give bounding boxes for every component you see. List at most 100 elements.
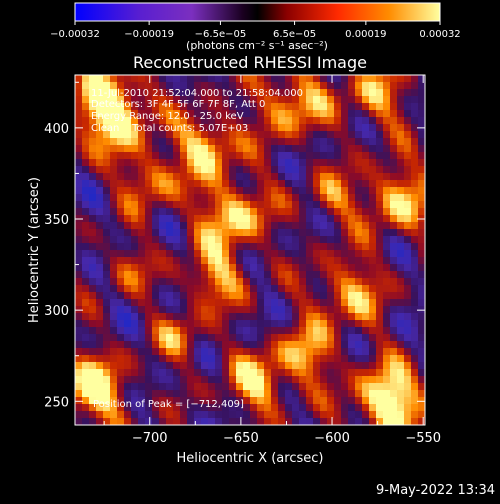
heatmap-cell <box>292 250 300 258</box>
heatmap-cell <box>145 201 153 209</box>
heatmap-cell <box>397 201 405 209</box>
heatmap-cell <box>236 292 244 300</box>
heatmap-cell <box>264 215 272 223</box>
heatmap-cell <box>376 383 384 391</box>
heatmap-cell <box>369 103 377 111</box>
heatmap-cell <box>89 320 97 328</box>
heatmap-cell <box>418 362 425 370</box>
heatmap-cell <box>334 418 342 425</box>
heatmap-cell <box>145 89 153 97</box>
heatmap-cell <box>243 110 251 118</box>
heatmap-cell <box>278 89 286 97</box>
heatmap-cell <box>320 124 328 132</box>
heatmap-cell <box>201 222 209 230</box>
heatmap-cell <box>404 96 412 104</box>
heatmap-cell <box>320 145 328 153</box>
heatmap-cell <box>264 180 272 188</box>
heatmap-cell <box>299 271 307 279</box>
heatmap-cell <box>313 257 321 265</box>
heatmap-cell <box>201 243 209 251</box>
heatmap-cell <box>173 75 181 83</box>
heatmap-cell <box>306 152 314 160</box>
heatmap-cell <box>89 383 97 391</box>
heatmap-cell <box>82 96 90 104</box>
heatmap-cell <box>376 82 384 90</box>
heatmap-cell <box>96 145 104 153</box>
heatmap-cell <box>369 138 377 146</box>
heatmap-cell <box>103 257 111 265</box>
heatmap-cell <box>222 306 230 314</box>
heatmap-cell <box>124 117 132 125</box>
heatmap-cell <box>131 411 139 419</box>
heatmap-cell <box>89 222 97 230</box>
heatmap-cell <box>348 320 356 328</box>
heatmap-cell <box>320 117 328 125</box>
heatmap-cell <box>278 173 286 181</box>
heatmap-cell <box>271 117 279 125</box>
heatmap-cell <box>103 313 111 321</box>
heatmap-cell <box>320 110 328 118</box>
heatmap-cell <box>292 320 300 328</box>
heatmap-cell <box>138 292 146 300</box>
heatmap-cell <box>159 201 167 209</box>
heatmap-cell <box>383 369 391 377</box>
heatmap-cell <box>166 117 174 125</box>
heatmap-cell <box>320 194 328 202</box>
heatmap-cell <box>152 348 160 356</box>
heatmap-cell <box>362 173 370 181</box>
heatmap-cell <box>145 362 153 370</box>
heatmap-cell <box>397 103 405 111</box>
heatmap-cell <box>222 222 230 230</box>
heatmap-cell <box>229 250 237 258</box>
heatmap-cell <box>152 138 160 146</box>
heatmap-cell <box>250 397 258 405</box>
heatmap-cell <box>292 418 300 425</box>
heatmap-cell <box>334 222 342 230</box>
heatmap-cell <box>215 96 223 104</box>
heatmap-cell <box>264 264 272 272</box>
heatmap-cell <box>75 159 83 167</box>
heatmap-cell <box>131 124 139 132</box>
heatmap-cell <box>334 145 342 153</box>
heatmap-cell <box>152 243 160 251</box>
heatmap-cell <box>159 250 167 258</box>
heatmap-cell <box>257 103 265 111</box>
heatmap-cell <box>166 222 174 230</box>
heatmap-cell <box>376 362 384 370</box>
heatmap-cell <box>306 376 314 384</box>
heatmap-cell <box>306 334 314 342</box>
heatmap-cell <box>320 257 328 265</box>
heatmap-cell <box>243 397 251 405</box>
annotation-detectors: Detectors: 3F 4F 5F 6F 7F 8F, Att 0 <box>91 99 265 110</box>
heatmap-cell <box>222 180 230 188</box>
heatmap-cell <box>327 194 335 202</box>
heatmap-cell <box>250 82 258 90</box>
heatmap-cell <box>348 89 356 97</box>
heatmap-cell <box>159 82 167 90</box>
heatmap-cell <box>243 411 251 419</box>
heatmap-cell <box>131 397 139 405</box>
heatmap-cell <box>243 299 251 307</box>
heatmap-cell <box>278 131 286 139</box>
heatmap-cell <box>292 348 300 356</box>
heatmap-cell <box>257 187 265 195</box>
heatmap-cell <box>145 229 153 237</box>
heatmap-cell <box>187 124 195 132</box>
heatmap-cell <box>418 355 425 363</box>
heatmap-cell <box>166 208 174 216</box>
heatmap-cell <box>75 96 83 104</box>
heatmap-cell <box>75 152 83 160</box>
heatmap-cell <box>159 75 167 83</box>
heatmap-cell <box>124 278 132 286</box>
heatmap-cell <box>236 194 244 202</box>
heatmap-cell <box>110 222 118 230</box>
heatmap-cell <box>418 376 425 384</box>
colorbar-tick-label: −0.00019 <box>124 29 174 40</box>
heatmap-cell <box>257 418 265 425</box>
heatmap-cell <box>404 299 412 307</box>
heatmap-cell <box>194 390 202 398</box>
heatmap-cell <box>96 278 104 286</box>
heatmap-cell <box>173 418 181 425</box>
heatmap-cell <box>299 411 307 419</box>
heatmap-cell <box>103 131 111 139</box>
